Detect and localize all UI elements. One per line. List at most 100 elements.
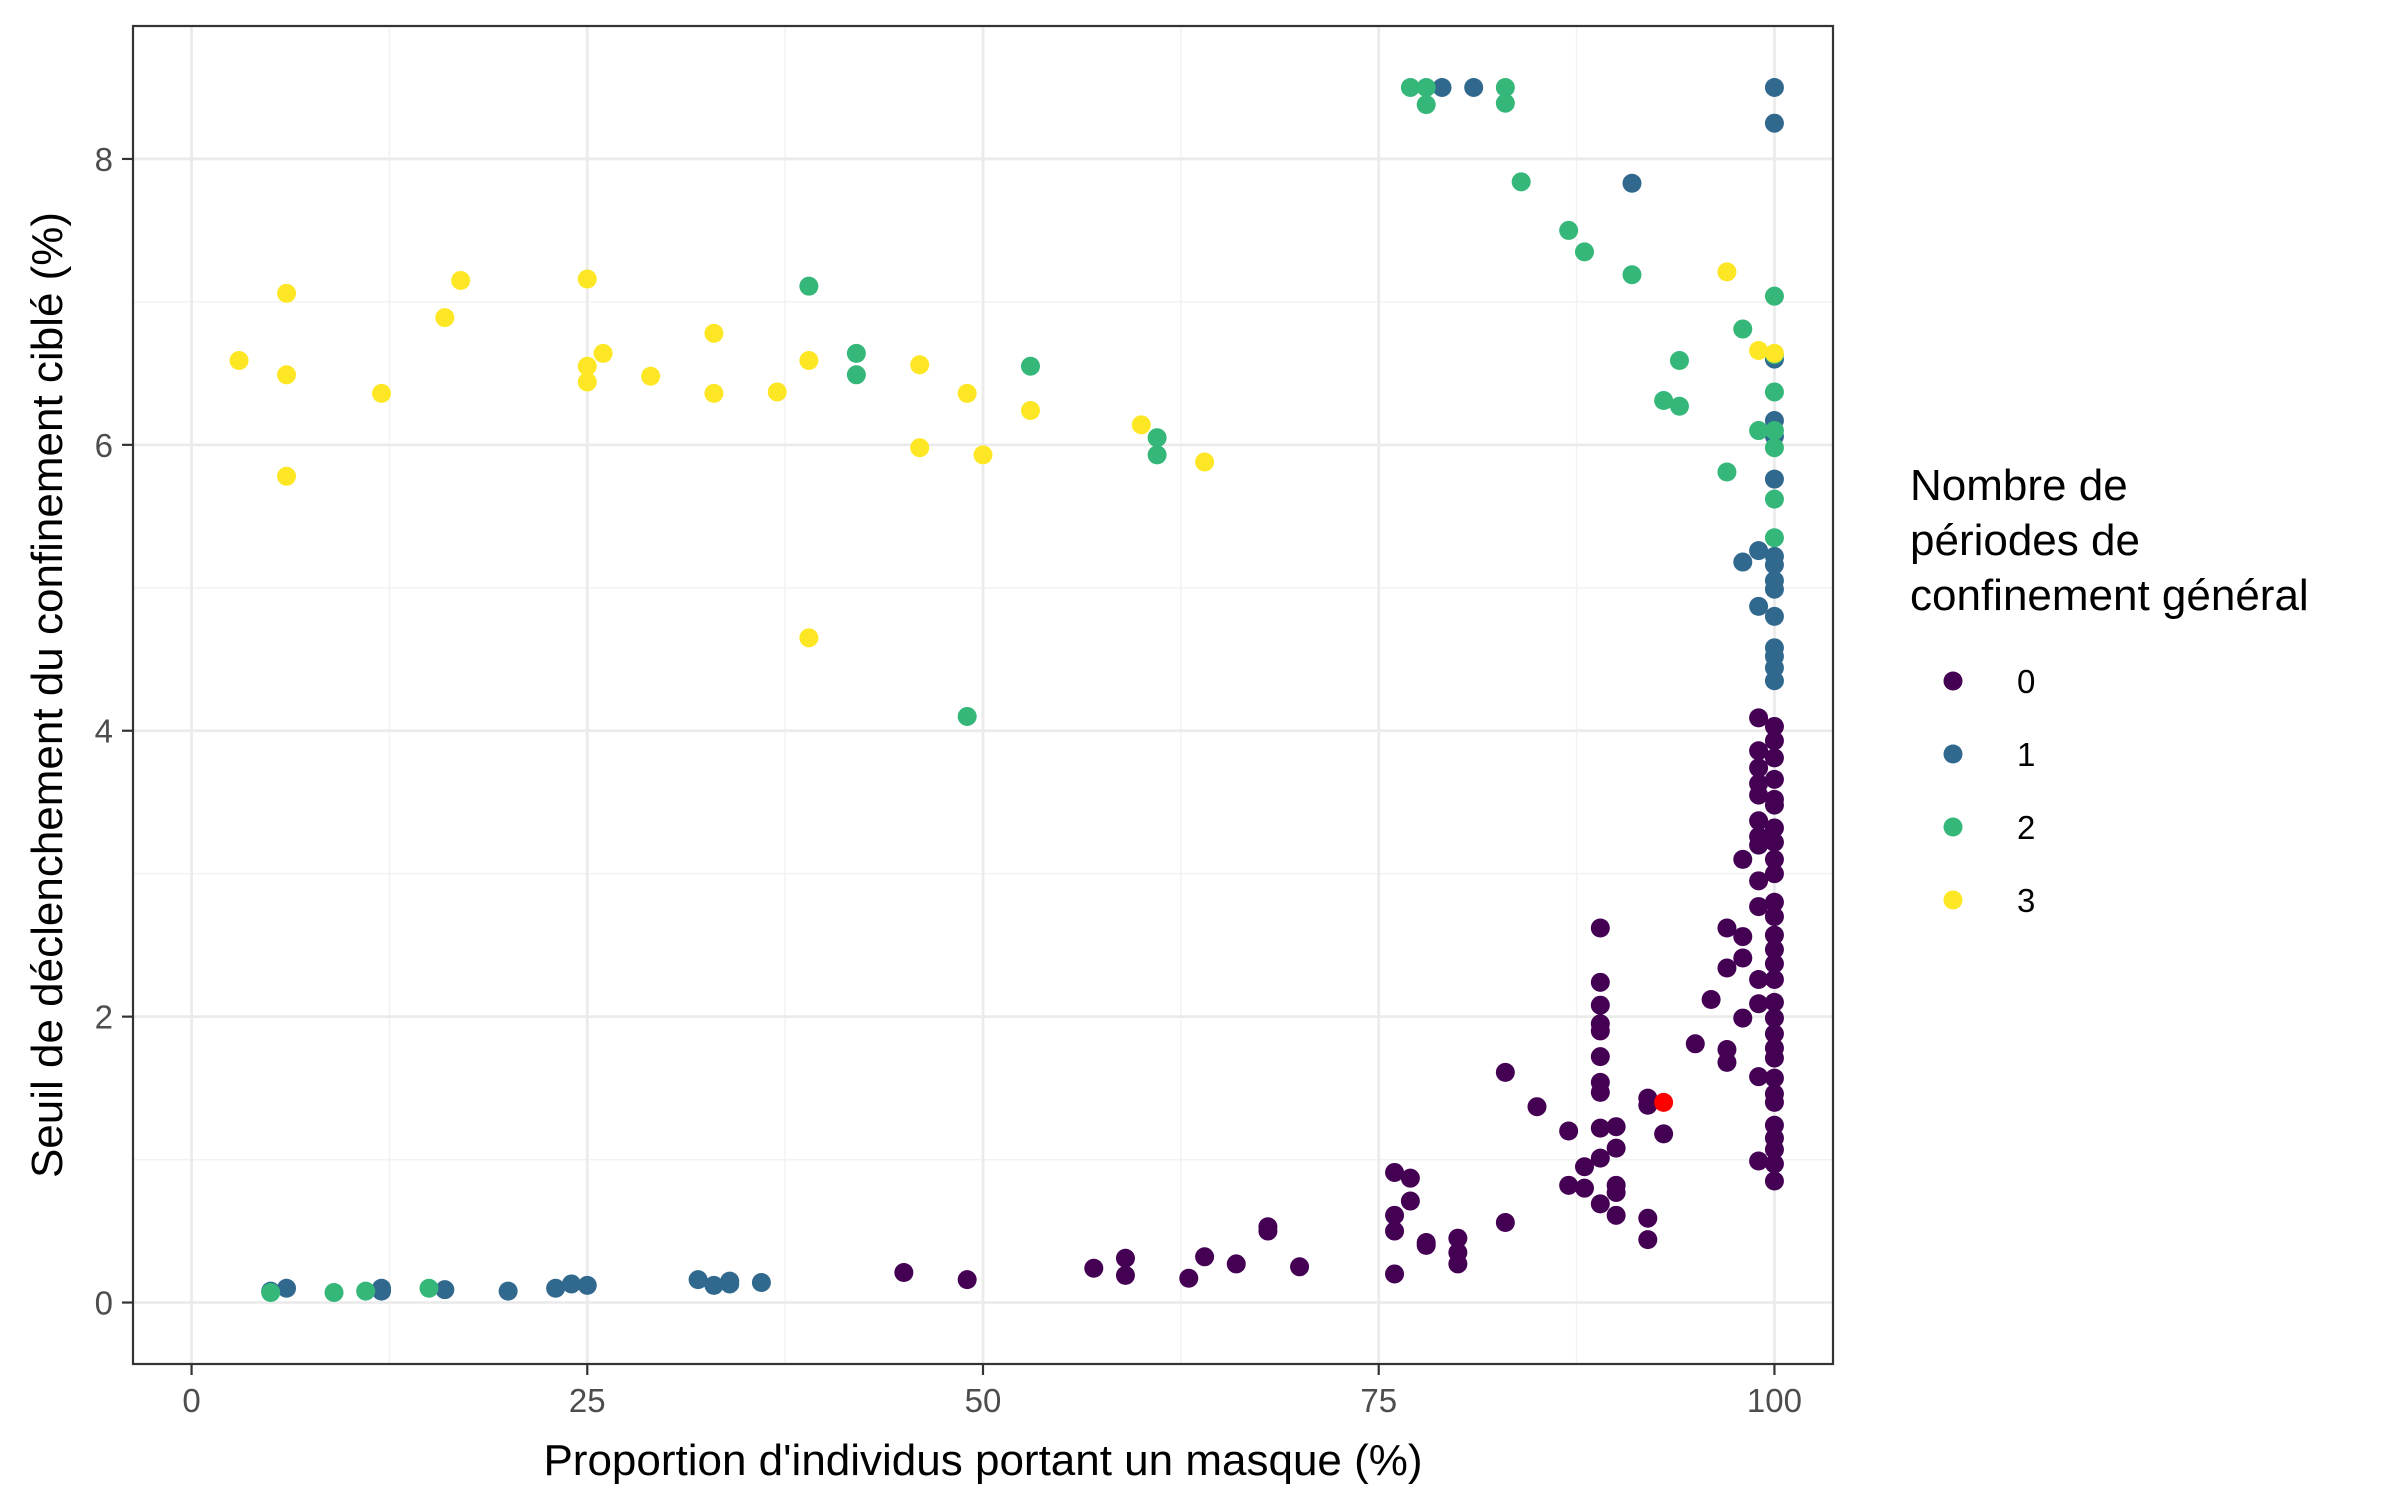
- data-point-series-2: [1020, 356, 1040, 376]
- data-point-series-3: [1717, 262, 1737, 282]
- data-point-series-3: [1764, 343, 1784, 363]
- legend-key-2: [1943, 817, 1963, 837]
- data-point-series-1: [546, 1278, 566, 1298]
- data-point-series-2: [846, 365, 866, 385]
- data-point-series-0: [1638, 1208, 1658, 1228]
- data-point-series-0: [1749, 1067, 1769, 1087]
- data-point-series-3: [277, 365, 297, 385]
- data-point-series-2: [1147, 428, 1167, 448]
- data-point-series-3: [799, 351, 819, 370]
- data-point-series-0: [1606, 1117, 1626, 1137]
- data-point-series-3: [229, 351, 249, 370]
- data-point-series-1: [1764, 571, 1784, 591]
- data-point-series-0: [1717, 958, 1737, 978]
- data-point-series-0: [1764, 818, 1784, 838]
- data-point-series-3: [799, 628, 819, 648]
- data-point-series-0: [1717, 918, 1737, 938]
- data-point-series-1: [1764, 606, 1784, 626]
- data-point-series-1: [751, 1273, 771, 1293]
- data-point-series-2: [799, 276, 819, 296]
- data-point-series-0: [1590, 1118, 1610, 1138]
- data-point-series-0: [1749, 969, 1769, 989]
- data-points: [229, 77, 1784, 1303]
- data-point-series-0: [1400, 1168, 1420, 1188]
- data-point-series-0: [1764, 1008, 1784, 1028]
- legend-title-line-3: confinement général: [1910, 571, 2309, 620]
- legend-key-0: [1943, 671, 1963, 691]
- data-point-series-0: [1749, 758, 1769, 778]
- legend-key-3: [1943, 890, 1963, 910]
- data-point-series-0: [1385, 1205, 1405, 1225]
- data-point-series-0: [1764, 731, 1784, 751]
- data-point-series-0: [1764, 1068, 1784, 1088]
- x-axis-ticks: 0 25 50 75 100: [182, 1364, 1802, 1419]
- data-point-series-3: [277, 466, 297, 486]
- data-point-series-0: [894, 1263, 914, 1283]
- data-point-series-0: [1590, 1194, 1610, 1214]
- data-point-series-0: [1733, 927, 1753, 947]
- data-point-series-2: [1669, 396, 1689, 416]
- data-point-series-0: [1654, 1124, 1674, 1144]
- data-point-series-3: [277, 283, 297, 303]
- data-point-series-1: [1464, 77, 1484, 97]
- data-point-series-2: [1654, 391, 1674, 411]
- data-point-series-0: [1749, 994, 1769, 1014]
- data-point-series-3: [372, 383, 392, 403]
- data-point-series-3: [910, 355, 930, 375]
- data-point-series-2: [957, 706, 977, 726]
- data-point-series-3: [593, 343, 613, 363]
- data-point-series-2: [261, 1283, 281, 1303]
- data-point-series-2: [1559, 220, 1579, 240]
- data-point-series-2: [1495, 77, 1515, 97]
- data-point-series-0: [1749, 897, 1769, 917]
- data-point-series-2: [1764, 421, 1784, 441]
- data-point-series-0: [1400, 1191, 1420, 1211]
- data-point-series-2: [356, 1281, 376, 1301]
- data-point-series-2: [1147, 445, 1167, 465]
- data-point-series-0: [1115, 1248, 1135, 1268]
- data-point-series-3: [910, 438, 930, 458]
- data-point-series-0: [1764, 925, 1784, 945]
- data-point-series-0: [1749, 708, 1769, 728]
- data-point-series-0: [1590, 1014, 1610, 1034]
- data-point-series-0: [1764, 939, 1784, 959]
- data-point-series-0: [1749, 871, 1769, 891]
- y-axis-title: Seuil de déclenchement du confinement ci…: [23, 212, 72, 1178]
- data-point-series-0: [1764, 748, 1784, 768]
- x-axis-title: Proportion d'individus portant un masque…: [543, 1436, 1422, 1485]
- data-point-series-1: [688, 1270, 708, 1290]
- data-point-series-0: [1733, 849, 1753, 869]
- data-point-series-1: [720, 1271, 740, 1291]
- y-tick-label: 6: [95, 427, 113, 464]
- data-point-series-3: [957, 383, 977, 403]
- data-point-series-0: [1764, 954, 1784, 974]
- data-point-series-2: [1416, 95, 1436, 115]
- data-point-series-0: [1416, 1232, 1436, 1252]
- data-point-series-3: [577, 372, 597, 392]
- y-tick-label: 8: [95, 141, 113, 178]
- data-point-series-0: [1764, 1171, 1784, 1191]
- data-point-series-1: [1733, 552, 1753, 572]
- data-point-series-0: [1606, 1175, 1626, 1195]
- data-point-series-0: [1733, 1008, 1753, 1028]
- data-point-series-3: [435, 308, 455, 328]
- data-point-series-0: [1717, 1040, 1737, 1060]
- data-point-series-0: [1749, 1151, 1769, 1171]
- data-point-series-0: [1749, 811, 1769, 831]
- data-point-series-0: [1764, 832, 1784, 852]
- data-point-series-2: [1622, 265, 1642, 285]
- data-point-series-0: [1764, 907, 1784, 927]
- data-point-series-0: [1764, 849, 1784, 869]
- data-point-series-0: [1084, 1258, 1104, 1278]
- data-point-series-2: [1511, 172, 1531, 192]
- data-point-series-0: [1764, 864, 1784, 884]
- data-point-series-2: [846, 343, 866, 363]
- data-point-series-1: [1764, 113, 1784, 133]
- legend-label-2: 2: [2017, 809, 2035, 846]
- data-point-series-1: [277, 1278, 297, 1298]
- data-point-series-0: [1764, 789, 1784, 809]
- data-point-series-3: [1131, 415, 1151, 435]
- data-point-series-2: [1749, 421, 1769, 441]
- data-point-series-0: [1638, 1230, 1658, 1250]
